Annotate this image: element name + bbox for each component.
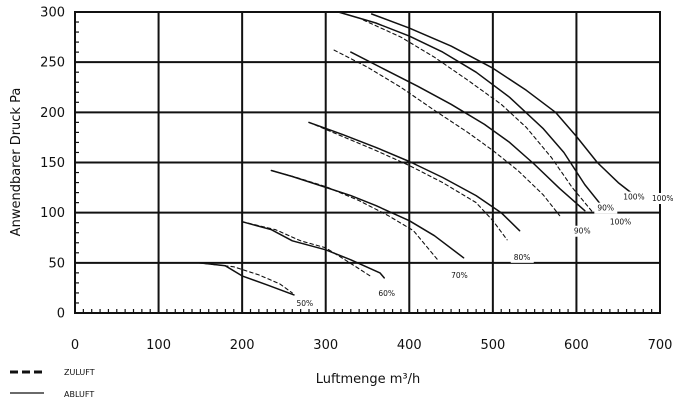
legend-label-zuluft: ZULUFT <box>64 368 95 377</box>
curve-label: 70% <box>451 271 468 280</box>
zuluft-curve <box>362 19 594 214</box>
zuluft-curve <box>241 221 373 278</box>
x-tick-label: 400 <box>397 338 422 353</box>
curve-label: 100% <box>652 194 673 203</box>
curve-label: 80% <box>514 253 531 262</box>
abluft-curve <box>197 262 295 296</box>
x-tick-label: 200 <box>230 338 255 353</box>
x-tick-label: 700 <box>648 338 673 353</box>
curve-label-background <box>375 287 399 299</box>
abluft-curve <box>370 13 639 199</box>
zuluft-curve <box>198 262 293 294</box>
curve-label: 60% <box>378 289 395 298</box>
curve-label-background <box>570 225 594 237</box>
curve-label: 100% <box>623 193 644 202</box>
grid-lines <box>75 12 660 313</box>
x-tick-label: 0 <box>71 338 79 353</box>
y-tick-label: 50 <box>48 256 65 271</box>
y-tick-label: 100 <box>40 206 65 221</box>
abluft-curve <box>308 121 521 232</box>
curves <box>197 11 639 296</box>
plot-frame <box>74 11 661 314</box>
x-axis-title: Luftmenge m³/h <box>316 372 420 387</box>
y-tick-labels: 0 50 100 150 200 250 300 <box>40 6 65 322</box>
abluft-curve <box>337 11 607 212</box>
y-tick-label: 200 <box>40 106 65 121</box>
y-tick-label: 0 <box>57 307 65 322</box>
x-tick-label: 600 <box>564 338 589 353</box>
curve-label-background <box>293 297 317 309</box>
y-tick-label: 250 <box>40 56 65 71</box>
x-tick-labels: 0 100 200 300 400 500 600 700 <box>71 338 673 353</box>
curve-label-background <box>448 269 472 281</box>
curve-label: 100% <box>610 218 631 227</box>
zuluft-curve <box>270 169 440 262</box>
curve-label-background <box>649 193 671 204</box>
curve-label: 90% <box>574 227 591 236</box>
zuluft-curve <box>333 49 561 217</box>
curve-label-background <box>606 216 635 228</box>
curve-label-background <box>620 191 649 203</box>
y-tick-label: 150 <box>40 156 65 171</box>
abluft-curve <box>241 220 385 279</box>
legend: ZULUFT ABLUFT <box>10 368 95 399</box>
abluft-curve <box>350 51 586 212</box>
legend-label-abluft: ABLUFT <box>64 390 94 399</box>
x-tick-label: 300 <box>313 338 338 353</box>
x-tick-label: 500 <box>480 338 505 353</box>
curve-label-background <box>594 202 618 214</box>
curve-labels: 50% 60% 70% 80% 90% 90% 100% 100% 100% <box>293 191 673 309</box>
y-tick-label: 300 <box>40 6 65 21</box>
curve-label: 90% <box>597 204 614 213</box>
zuluft-curve <box>308 121 508 241</box>
curve-label-background <box>510 251 534 263</box>
x-tick-label: 100 <box>146 338 171 353</box>
y-axis-title: Anwendbarer Druck Pa <box>9 88 24 237</box>
curve-label: 50% <box>296 299 313 308</box>
abluft-curve <box>270 169 465 259</box>
